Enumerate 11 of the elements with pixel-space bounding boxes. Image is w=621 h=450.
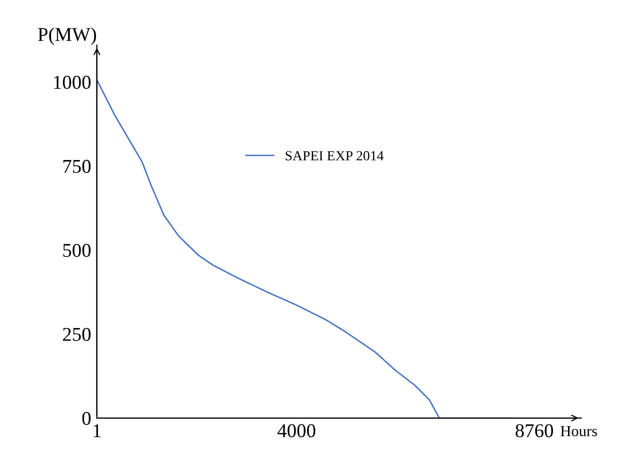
y-tick-label: 500	[63, 244, 91, 257]
legend-label: SAPEI EXP 2014	[286, 151, 384, 160]
y-tick-label: 750	[63, 160, 91, 173]
x-tick-label: 4000	[278, 424, 316, 438]
x-axis-title: Hours	[560, 426, 597, 436]
y-tick-label: 250	[63, 328, 91, 341]
y-tick-label: 0	[82, 412, 91, 425]
x-tick-label: 8760	[516, 424, 554, 438]
y-axis-title: P(MW)	[38, 27, 96, 45]
y-tick-label: 1000	[54, 76, 91, 89]
x-tick-label: 1	[94, 424, 101, 438]
